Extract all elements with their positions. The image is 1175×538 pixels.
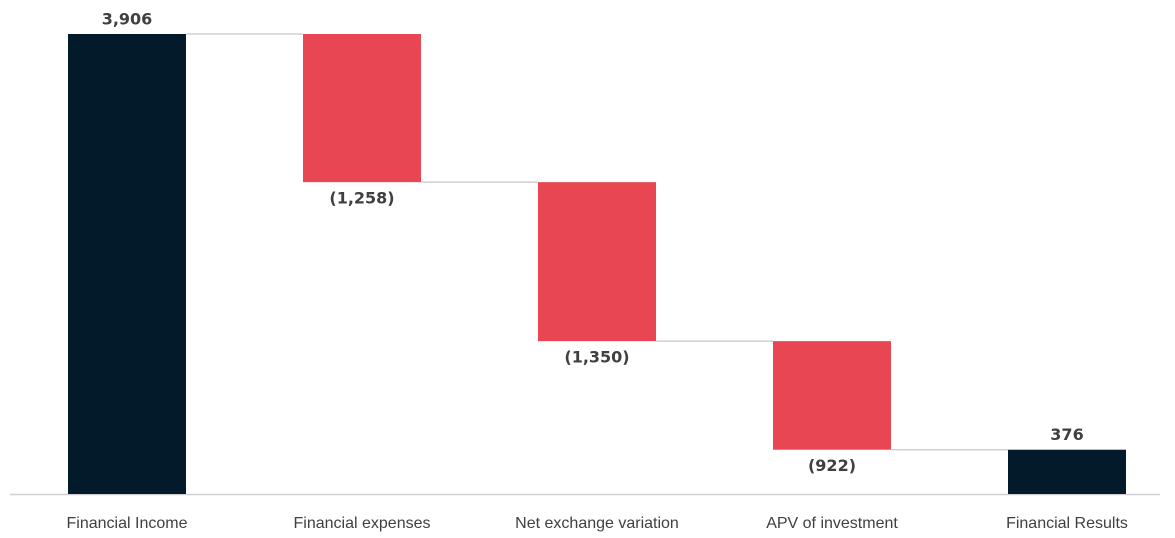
x-tick-label: Financial expenses (294, 515, 431, 532)
x-tick-label: Financial Income (67, 515, 188, 532)
bar (303, 34, 421, 183)
bar (68, 34, 186, 494)
x-tick-label: Net exchange variation (515, 515, 679, 532)
value-label: 3,906 (102, 10, 153, 29)
value-label: (1,350) (564, 348, 629, 367)
value-label: (1,258) (329, 189, 394, 208)
bar (773, 341, 891, 450)
x-tick-label: APV of investment (766, 515, 898, 532)
value-label: 376 (1050, 425, 1083, 444)
bar (1008, 449, 1126, 494)
value-label: (922) (808, 456, 856, 475)
bar (538, 182, 656, 342)
x-tick-label: Financial Results (1006, 515, 1128, 532)
